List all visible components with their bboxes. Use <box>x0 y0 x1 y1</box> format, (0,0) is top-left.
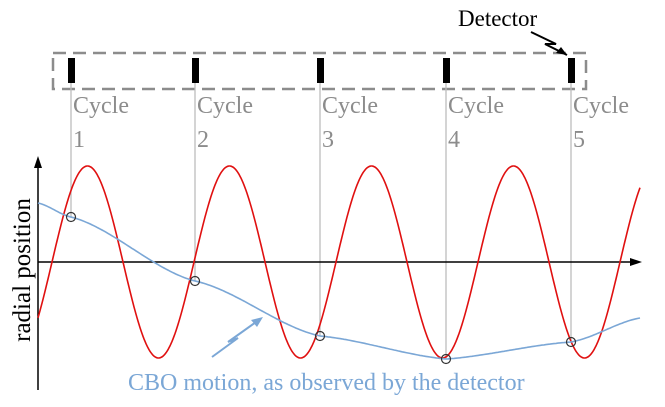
axes <box>34 156 642 390</box>
detector-marks <box>68 58 575 83</box>
cycle-label-3: Cycle <box>322 93 378 119</box>
sample-point-5 <box>565 336 577 348</box>
sample-point-3 <box>314 330 326 342</box>
cycle-labels: Cycle 1 Cycle 2 Cycle 3 Cycle 4 Cycle 5 <box>73 93 629 153</box>
detector-mark-4 <box>443 58 450 83</box>
y-axis-label: radial position <box>9 198 36 342</box>
cycle-number-2: 2 <box>197 127 209 153</box>
detector-arrow-head <box>556 47 567 55</box>
cbo-arrow <box>211 321 257 358</box>
cycle-label-1: Cycle <box>73 93 129 119</box>
detector-mark-1 <box>68 58 75 83</box>
cycle-number-5: 5 <box>573 127 585 153</box>
y-axis-arrow <box>34 156 42 168</box>
cycle-label-4: Cycle <box>448 93 504 119</box>
cycle-number-3: 3 <box>322 127 334 153</box>
cycle-guide-lines <box>70 82 572 359</box>
sample-point-1 <box>65 211 77 223</box>
detector-label: Detector <box>458 6 538 31</box>
x-axis-arrow <box>630 258 642 266</box>
sample-point-4 <box>440 353 452 365</box>
sample-points <box>65 211 577 365</box>
cbo-label: CBO motion, as observed by the detector <box>128 370 525 396</box>
cycle-label-5: Cycle <box>573 93 629 119</box>
detector-arrow <box>530 31 568 56</box>
cycle-number-4: 4 <box>448 127 460 153</box>
betatron-oscillation-curve <box>37 165 641 359</box>
detector-mark-2 <box>192 58 199 83</box>
sample-point-2 <box>189 275 201 287</box>
detector-ring <box>51 51 588 91</box>
detector-mark-3 <box>317 58 324 83</box>
cycle-number-1: 1 <box>73 127 85 153</box>
cbo-curve <box>37 202 641 360</box>
cycle-label-2: Cycle <box>197 93 253 119</box>
detector-mark-5 <box>568 58 575 83</box>
cbo-arrow-head <box>251 317 263 327</box>
